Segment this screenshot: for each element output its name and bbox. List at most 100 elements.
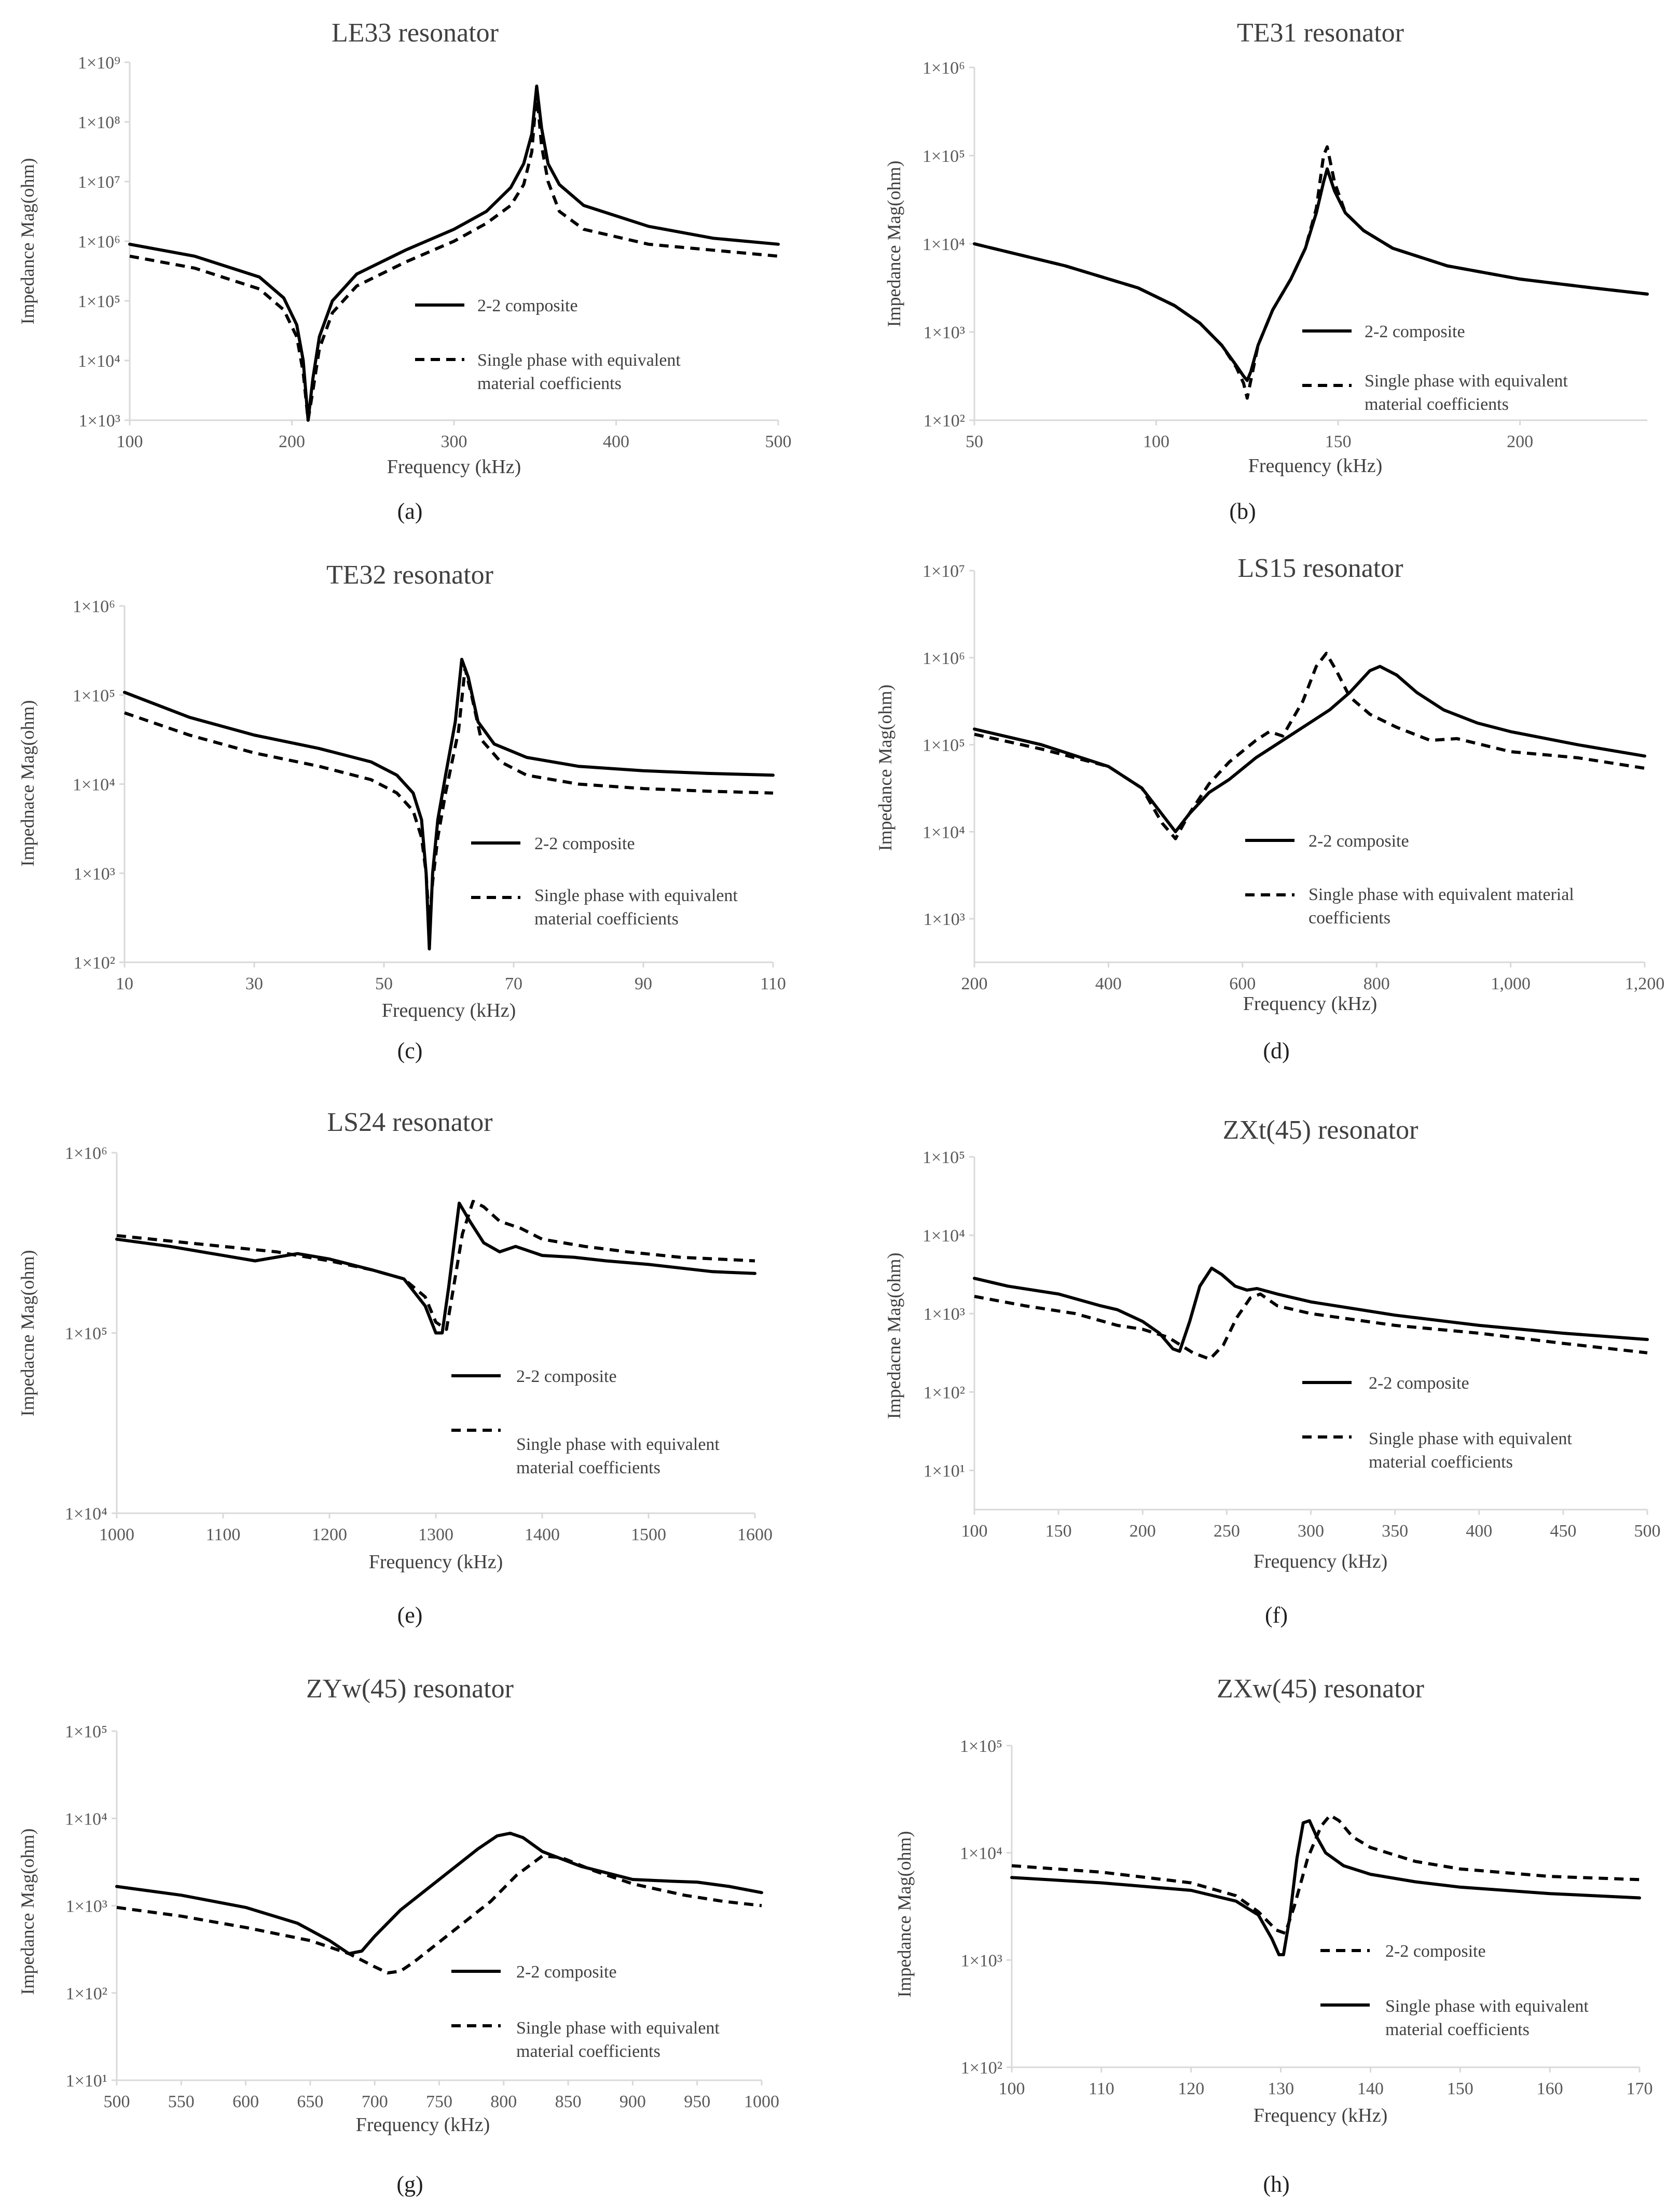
y-tick-label: 1×10⁸	[78, 113, 120, 132]
y-tick-label: 1×10⁴	[65, 1504, 107, 1524]
series-line-solid	[128, 85, 780, 422]
x-tick-label: 1600	[737, 1525, 773, 1544]
x-tick-label: 170	[1627, 2079, 1653, 2098]
x-tick-label: 200	[1507, 432, 1533, 451]
series-line-dashed	[129, 90, 779, 422]
y-tick-label: 1×10⁶	[922, 59, 965, 78]
x-tick-label: 400	[1095, 974, 1122, 993]
x-axis-label: Frequency (kHz)	[1254, 1551, 1388, 1572]
x-tick-label: 160	[1537, 2079, 1563, 2098]
x-tick-label: 900	[619, 2092, 646, 2111]
panel-caption: (c)	[397, 1038, 423, 1063]
chart-title: ZYw(45) resonator	[306, 1674, 514, 1704]
legend-label-dashed: Single phase with equivalent	[516, 2019, 720, 2038]
x-tick-label: 30	[245, 974, 263, 993]
x-tick-label: 400	[603, 432, 629, 451]
chart-panel-d: LS15 resonator Impedance Mag(ohm) Freque…	[875, 554, 1664, 1063]
y-tick-label: 1×10⁵	[960, 1737, 1002, 1756]
x-tick-label: 1,200	[1625, 974, 1665, 993]
y-tick-label: 1×10¹	[66, 2071, 107, 2091]
series-line-dashed	[116, 1199, 755, 1331]
y-tick-label: 1×10⁴	[78, 352, 120, 371]
y-tick-label: 1×10⁵	[922, 147, 965, 166]
chart-title: LS15 resonator	[1237, 554, 1403, 583]
x-tick-label: 600	[1229, 974, 1256, 993]
chart-title: ZXt(45) resonator	[1223, 1115, 1419, 1145]
x-axis-label: Frequency (kHz)	[1248, 455, 1383, 477]
x-tick-label: 1000	[744, 2092, 779, 2111]
series-line-dashed	[116, 1854, 762, 1975]
x-tick-label: 250	[1214, 1522, 1240, 1541]
x-tick-label: 400	[1466, 1522, 1492, 1541]
x-tick-label: 120	[1178, 2079, 1204, 2098]
y-tick-label: 1×10⁵	[65, 1324, 107, 1344]
x-tick-label: 100	[117, 432, 143, 451]
x-tick-label: 650	[297, 2092, 323, 2111]
x-tick-label: 70	[505, 974, 522, 993]
y-tick-label: 1×10²	[74, 953, 115, 973]
panel-caption: (g)	[396, 2172, 423, 2197]
panel-caption: (e)	[397, 1602, 423, 1628]
y-tick-label: 1×10⁵	[73, 686, 115, 706]
x-axis-label: Frequency (kHz)	[369, 1551, 503, 1573]
legend-label-dashed-line2: coefficients	[1309, 908, 1390, 928]
x-tick-label: 500	[765, 432, 792, 451]
x-tick-label: 1200	[312, 1525, 347, 1544]
legend-label-dashed-line2: material coefficients	[516, 1458, 660, 1477]
x-tick-label: 50	[966, 432, 983, 451]
chart-title: TE32 resonator	[326, 560, 493, 590]
y-tick-label: 1×10²	[961, 2058, 1002, 2078]
x-tick-label: 110	[760, 974, 786, 993]
y-axis-label: Impedance Mag(ohm)	[884, 161, 904, 327]
legend-label-solid: 2-2 composite	[1369, 1374, 1469, 1393]
x-tick-label: 950	[684, 2092, 710, 2111]
series-line-dashed	[124, 667, 774, 929]
y-axis-label: Impedacne Mag(ohm)	[17, 1250, 38, 1417]
y-tick-label: 1×10³	[66, 1897, 107, 1916]
x-tick-label: 150	[1325, 432, 1352, 451]
x-tick-label: 100	[1143, 432, 1169, 451]
x-tick-label: 300	[1298, 1522, 1324, 1541]
legend-label-dashed: Single phase with equivalent	[1365, 371, 1568, 391]
x-tick-label: 300	[441, 432, 467, 451]
x-tick-label: 110	[1089, 2079, 1114, 2098]
y-axis-label: Impedance Mag(ohm)	[894, 1831, 915, 1998]
x-tick-label: 550	[168, 2092, 195, 2111]
chart-title: LS24 resonator	[327, 1108, 492, 1137]
x-tick-label: 10	[116, 974, 133, 993]
legend-label-solid: 2-2 composite	[477, 296, 578, 315]
chart-panel-f: ZXt(45) resonator Impedacne Mag(ohm) Fre…	[884, 1115, 1661, 1628]
x-tick-label: 150	[1045, 1522, 1072, 1541]
x-tick-label: 1300	[418, 1525, 453, 1544]
x-tick-label: 1500	[631, 1525, 666, 1544]
x-axis-label: Frequency (kHz)	[387, 456, 521, 478]
x-axis-label: Frequency (kHz)	[356, 2114, 490, 2136]
y-tick-label: 1×10⁶	[73, 597, 115, 616]
x-tick-label: 140	[1357, 2079, 1384, 2098]
series-line-dashed	[974, 652, 1645, 840]
chart-title: ZXw(45) resonator	[1217, 1674, 1424, 1704]
x-tick-label: 800	[1364, 974, 1390, 993]
legend-label-dashed-line2: material coefficients	[1369, 1453, 1513, 1472]
legend-label-dashed: Single phase with equivalent	[1369, 1429, 1572, 1448]
y-tick-label: 1×10²	[924, 411, 965, 431]
y-tick-label: 1×10⁹	[78, 53, 120, 73]
legend-label-dashed-line2: material coefficients	[477, 374, 622, 393]
chart-title: LE33 resonator	[332, 18, 499, 48]
x-tick-label: 130	[1268, 2079, 1294, 2098]
x-axis-label: Frequency (kHz)	[382, 1000, 516, 1021]
legend-label-dashed-line2: material coefficients	[516, 2042, 660, 2061]
y-tick-label: 1×10⁴	[922, 823, 965, 842]
chart-panel-h: ZXw(45) resonator Impedance Mag(ohm) Fre…	[894, 1674, 1653, 2197]
y-tick-label: 1×10⁷	[78, 173, 120, 192]
y-axis-label: Impedance Mag(ohm)	[17, 1829, 38, 1995]
chart-panel-g: ZYw(45) resonator Impedance Mag(ohm) Fre…	[17, 1674, 779, 2197]
x-tick-label: 1100	[206, 1525, 241, 1544]
y-axis-label: Impedance Mag(ohm)	[875, 685, 896, 851]
panel-caption: (d)	[1263, 1038, 1289, 1063]
y-tick-label: 1×10⁴	[65, 1809, 107, 1829]
y-tick-label: 1×10⁴	[922, 1226, 965, 1246]
x-tick-label: 850	[555, 2092, 582, 2111]
x-tick-label: 200	[1130, 1522, 1156, 1541]
x-axis-label: Frequency (kHz)	[1254, 2105, 1388, 2126]
